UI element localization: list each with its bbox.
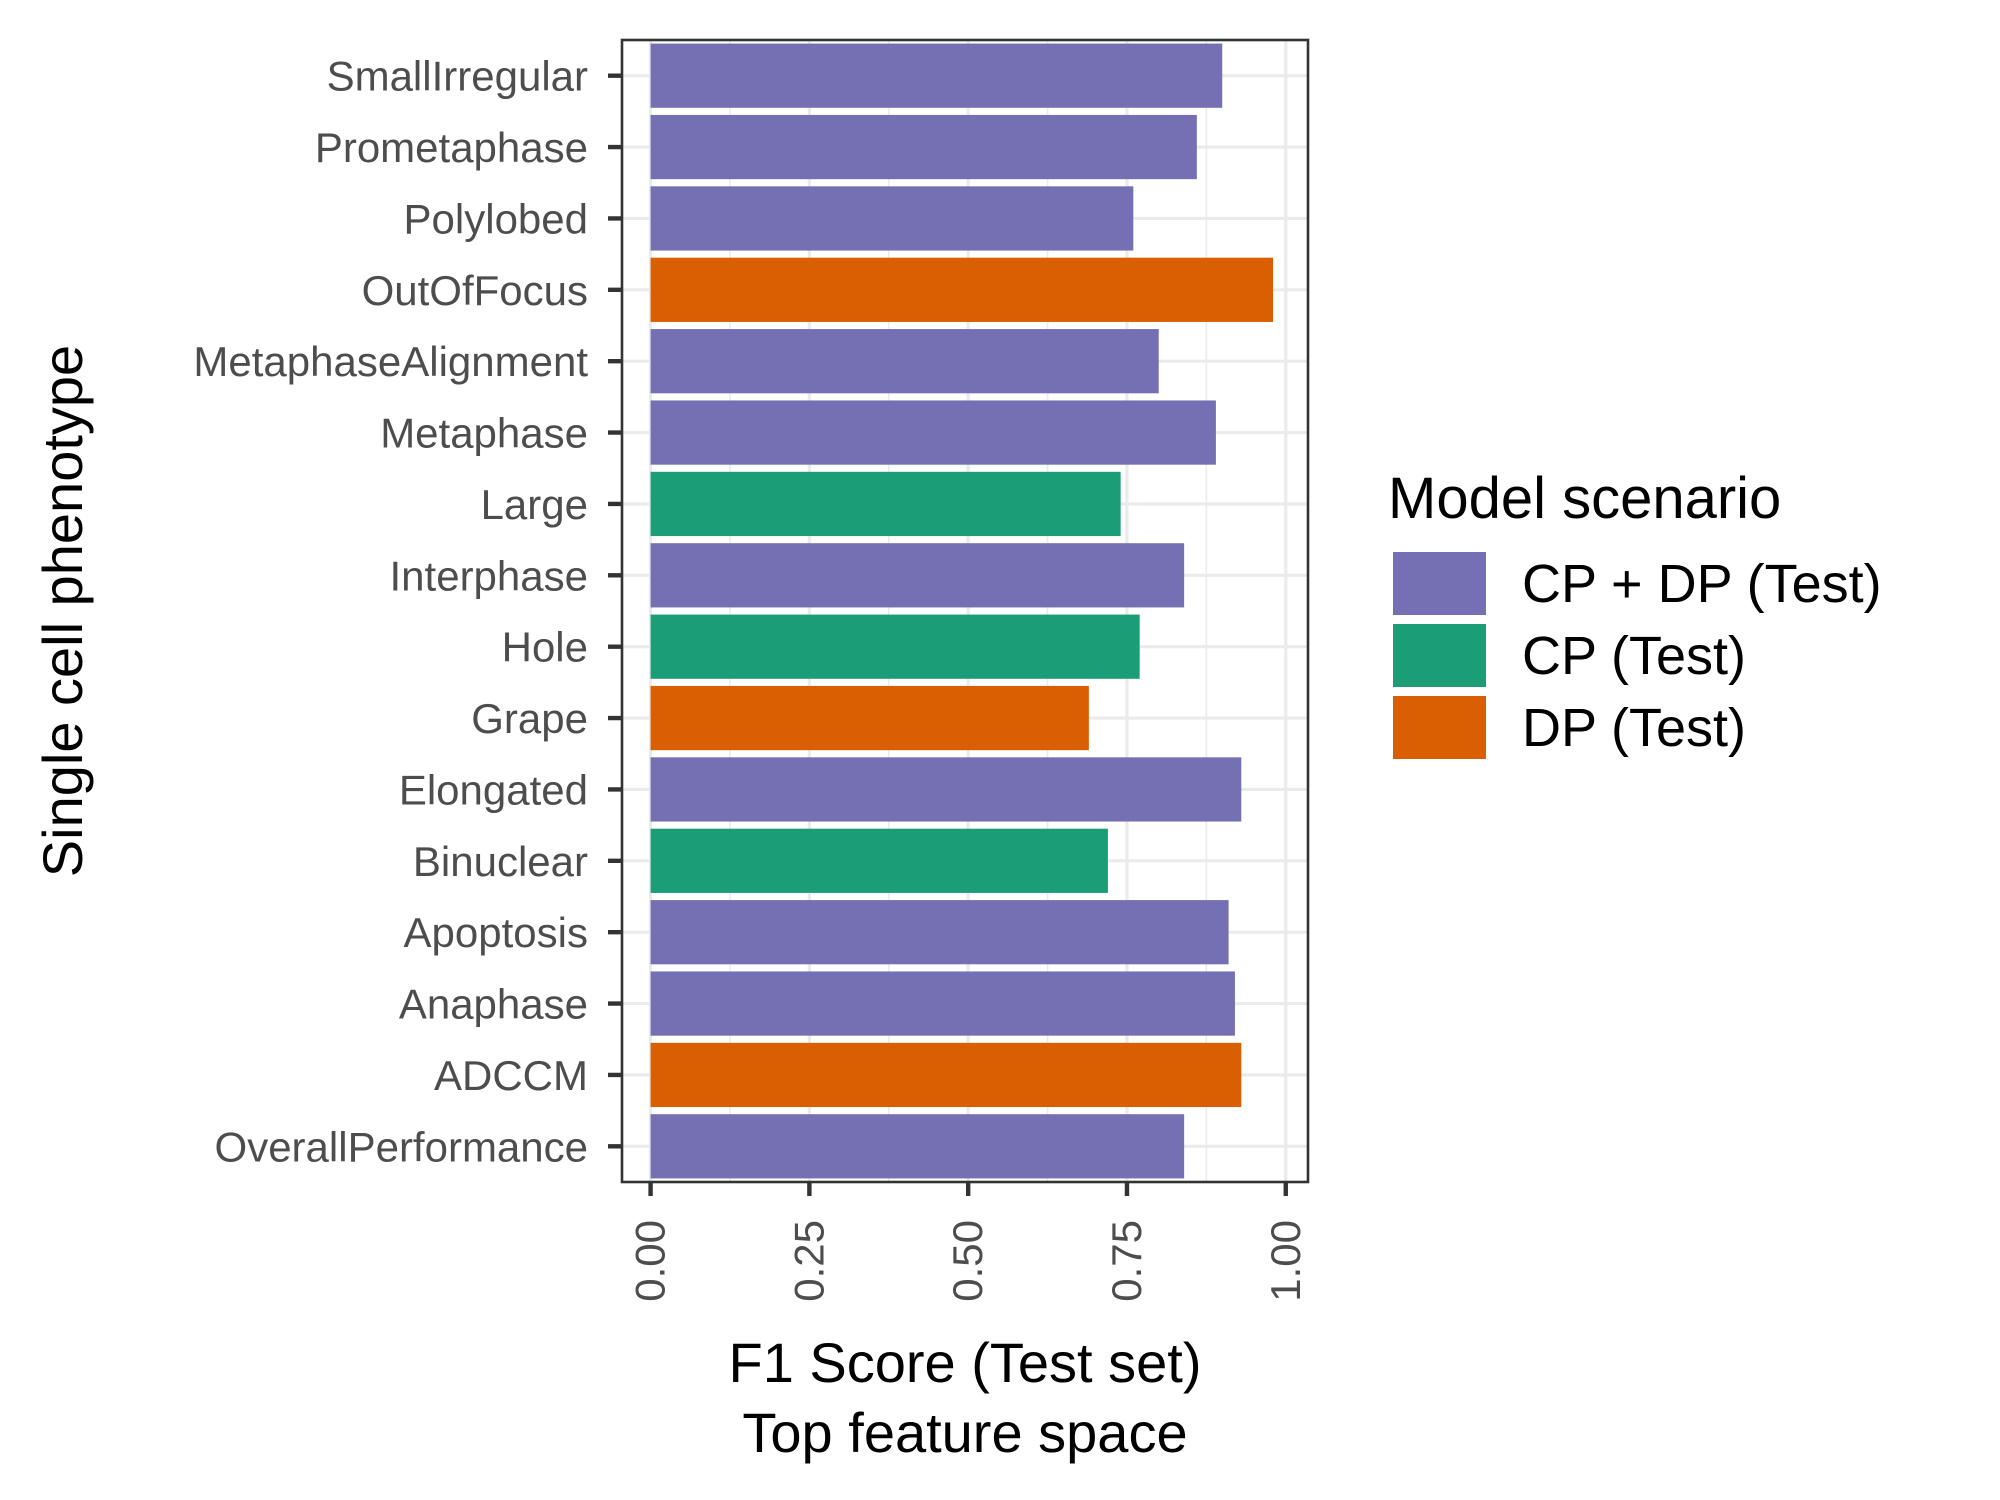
- y-tick-label: OverallPerformance: [215, 1123, 588, 1170]
- y-tick-label: Interphase: [390, 552, 588, 599]
- legend-label: CP (Test): [1522, 626, 1746, 686]
- y-tick-label: Metaphase: [380, 410, 588, 457]
- y-tick-label: Binuclear: [413, 838, 588, 885]
- bar-anaphase: [650, 971, 1235, 1036]
- bar-metaphase: [650, 400, 1216, 465]
- y-tick-label: Prometaphase: [315, 124, 588, 171]
- y-tick-label: Anaphase: [399, 981, 588, 1028]
- y-tick-label: Large: [481, 481, 588, 528]
- bar-overallperformance: [650, 1114, 1185, 1179]
- y-tick-label: MetaphaseAlignment: [193, 338, 588, 385]
- bar-interphase: [650, 543, 1185, 608]
- y-tick-label: OutOfFocus: [362, 267, 588, 314]
- legend-key-2: [1393, 696, 1486, 759]
- bar-smallirregular: [650, 43, 1223, 108]
- x-tick-label: 0.25: [785, 1220, 832, 1302]
- y-tick-label: Elongated: [399, 766, 588, 813]
- y-tick-label: Grape: [471, 695, 588, 742]
- y-tick-label: ADCCM: [434, 1052, 588, 1099]
- x-tick-label: 1.00: [1262, 1220, 1309, 1302]
- bar-polylobed: [650, 186, 1134, 251]
- bar-layer: [650, 43, 1274, 1179]
- x-axis-title-line-2: Top feature space: [742, 1401, 1187, 1464]
- bar-adccm: [650, 1042, 1242, 1108]
- bar-apoptosis: [650, 900, 1229, 965]
- bar-binuclear: [650, 828, 1108, 893]
- y-tick-label: Hole: [502, 624, 588, 671]
- y-tick-label: Apoptosis: [404, 909, 588, 956]
- bar-outoffocus: [650, 257, 1274, 322]
- x-tick-label: 0.50: [944, 1220, 991, 1302]
- panel-border: [620, 38, 1310, 1184]
- y-axis-title: Single cell phenotype: [31, 345, 94, 877]
- x-axis: 0.00 0.25 0.50 0.75 1.00: [627, 1182, 1309, 1302]
- legend-label: DP (Test): [1522, 698, 1746, 758]
- legend-key-0: [1393, 552, 1486, 615]
- legend-title: Model scenario: [1388, 466, 1781, 531]
- y-axis: SmallIrregular Prometaphase Polylobed OutOf…: [193, 53, 622, 1170]
- bar-grape: [650, 685, 1089, 751]
- bar-large: [650, 471, 1121, 537]
- bar-metaphasealignment: [650, 329, 1159, 394]
- y-tick-label: SmallIrregular: [327, 53, 588, 100]
- legend-key-1: [1393, 624, 1486, 687]
- legend-label: CP + DP (Test): [1522, 554, 1882, 614]
- bar-elongated: [650, 757, 1242, 822]
- x-axis-title-line-1: F1 Score (Test set): [728, 1331, 1201, 1394]
- x-tick-label: 0.75: [1103, 1220, 1150, 1302]
- y-tick-label: Polylobed: [404, 195, 588, 242]
- x-tick-label: 0.00: [627, 1220, 674, 1302]
- legend: Model scenario CP + DP (Test) CP (Test) DP…: [1388, 466, 1882, 759]
- bar-prometaphase: [650, 114, 1197, 180]
- bar-hole: [650, 614, 1140, 679]
